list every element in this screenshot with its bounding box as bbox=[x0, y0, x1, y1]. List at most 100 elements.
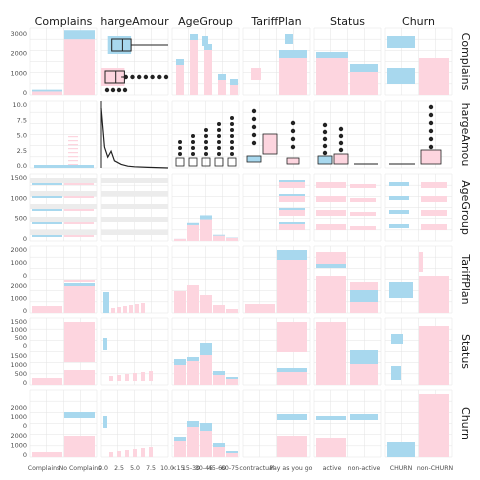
bar-agegroup bbox=[226, 379, 238, 385]
y-tick-label: 500 bbox=[15, 215, 27, 223]
box-frame bbox=[246, 155, 262, 163]
x-tick-label: 60-75 bbox=[221, 465, 239, 472]
outlier-point bbox=[230, 134, 234, 138]
agegroup-block bbox=[230, 79, 238, 85]
bar-status bbox=[350, 290, 378, 302]
bar-agegroup bbox=[213, 447, 225, 457]
bar-agegroup bbox=[213, 443, 225, 447]
bar-status bbox=[316, 264, 346, 268]
row-strip-label: Complains bbox=[459, 33, 472, 91]
outlier-point bbox=[428, 120, 434, 126]
bar-segment bbox=[64, 412, 95, 418]
box-fill bbox=[101, 68, 125, 86]
bar-segment bbox=[117, 375, 121, 381]
bar-segment bbox=[316, 196, 346, 202]
agegroup-block bbox=[230, 85, 238, 95]
row-strip-label: Status bbox=[459, 334, 472, 369]
agegroup-block bbox=[190, 34, 198, 40]
outlier-point bbox=[428, 144, 434, 150]
x-tick-label: CHURN bbox=[390, 465, 413, 472]
x-tick-label: 0.0 bbox=[98, 465, 108, 472]
bar-segment bbox=[64, 209, 94, 211]
bar-agegroup bbox=[213, 371, 225, 375]
box-frame bbox=[214, 157, 224, 167]
box-frame bbox=[175, 157, 185, 167]
outlier-point bbox=[338, 133, 344, 139]
facet-band bbox=[30, 217, 97, 222]
y-tick-label: 1000 bbox=[10, 194, 27, 202]
bar-churn bbox=[391, 334, 403, 344]
facet-band bbox=[30, 230, 97, 235]
y-tick-label: 2000 bbox=[10, 432, 27, 440]
outlier-point bbox=[178, 152, 182, 156]
outlier-point bbox=[338, 126, 344, 132]
y-tick-label: 1500 bbox=[10, 174, 27, 182]
bar-segment bbox=[279, 210, 305, 216]
bar-agegroup bbox=[226, 309, 238, 313]
bar-segment bbox=[125, 450, 129, 457]
outlier-point bbox=[204, 146, 208, 150]
facet-band bbox=[30, 204, 97, 209]
bar-tariff bbox=[277, 250, 307, 313]
bar-segment bbox=[64, 322, 95, 362]
bar-agegroup bbox=[187, 357, 199, 361]
outlier-point bbox=[230, 140, 234, 144]
bar-tariff bbox=[277, 368, 307, 372]
bar-segment bbox=[389, 182, 409, 186]
row-strip-label: TariffPlan bbox=[459, 253, 472, 304]
y-tick-label: 500 bbox=[15, 370, 27, 378]
outlier-point bbox=[251, 132, 257, 138]
bar-segment bbox=[279, 208, 305, 210]
outlier-point bbox=[251, 124, 257, 130]
row-strip-label: AgeGroup bbox=[459, 180, 472, 235]
bar-segment bbox=[64, 280, 95, 282]
bar-agegroup bbox=[187, 421, 199, 427]
outlier-point bbox=[428, 136, 434, 142]
agegroup-block bbox=[176, 59, 184, 65]
bar-segment bbox=[316, 224, 346, 230]
x-tick-label: 10.0 bbox=[160, 465, 174, 472]
x-tick-label: 30-45 bbox=[195, 465, 213, 472]
outlier-point bbox=[191, 134, 195, 138]
agegroup-block bbox=[190, 40, 198, 95]
tariff-block bbox=[279, 58, 307, 95]
outlier-point bbox=[204, 140, 208, 144]
y-tick-label: 2000 bbox=[10, 50, 27, 58]
x-tick-label: 45-60 bbox=[208, 465, 226, 472]
outlier-point bbox=[290, 128, 296, 134]
bar-agegroup-pink bbox=[187, 224, 199, 241]
outlier-point bbox=[157, 74, 162, 80]
outlier-point bbox=[150, 74, 155, 80]
outlier-point bbox=[290, 120, 296, 126]
x-tick-label: 15-30 bbox=[182, 465, 200, 472]
outlier-point bbox=[338, 140, 344, 146]
agegroup-block bbox=[202, 36, 208, 46]
outlier-point bbox=[251, 108, 257, 114]
box-frame bbox=[111, 38, 132, 52]
bar-segment bbox=[129, 305, 133, 313]
bar-complains-pink bbox=[32, 91, 62, 95]
bar-segment bbox=[135, 304, 139, 313]
bar-segment bbox=[316, 182, 346, 188]
status-block bbox=[350, 72, 378, 95]
bar-agegroup bbox=[187, 285, 199, 313]
column-strip-label: Churn bbox=[402, 15, 435, 28]
bar-segment bbox=[421, 182, 447, 188]
hist-segment bbox=[34, 165, 94, 168]
facet-band bbox=[101, 230, 168, 235]
x-tick-label: 2.5 bbox=[114, 465, 124, 472]
bar-segment bbox=[279, 222, 305, 224]
outlier-point bbox=[322, 122, 328, 128]
outlier-point bbox=[290, 136, 296, 142]
outlier-point bbox=[322, 136, 328, 142]
facet-band bbox=[30, 191, 97, 196]
box-frame bbox=[188, 157, 198, 167]
bar-segment bbox=[64, 183, 94, 185]
bar-segment bbox=[109, 376, 113, 381]
bar-agegroup-pink bbox=[174, 238, 186, 241]
bar-tariff bbox=[277, 250, 307, 260]
bar-status bbox=[350, 414, 378, 420]
bar-segment bbox=[133, 373, 137, 381]
x-tick-label: 5.0 bbox=[130, 465, 140, 472]
bar-segment bbox=[64, 222, 94, 224]
